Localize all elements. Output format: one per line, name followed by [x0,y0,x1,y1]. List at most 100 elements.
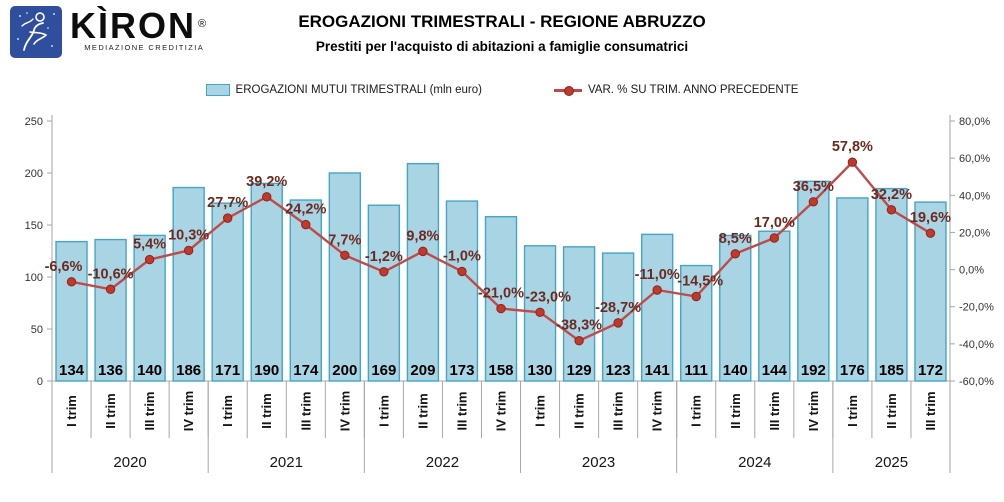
line-point-label: -6,6% [45,259,83,275]
kiron-logo-icon [10,6,62,58]
quarter-label: III trim [142,391,157,430]
bar [406,162,440,382]
bar-value-label: 111 [685,362,708,379]
bar [94,238,127,382]
bar-value-label: 186 [176,362,201,379]
quarter-label: III trim [767,391,782,430]
line-marker [496,303,506,314]
bar-value-label: 140 [137,362,162,379]
line-marker [847,157,858,167]
quarter-label: I trim [220,395,235,427]
right-axis-tick-label: -20,0% [959,302,994,314]
bar-value-label: 173 [449,362,474,379]
bar [640,233,674,382]
bar-value-label: 136 [98,362,123,379]
line-marker [652,285,662,295]
line-series-swatch-icon [553,86,582,96]
bar-value-label: 174 [293,362,319,379]
chart-legend: EROGAZIONI MUTUI TRIMESTRALI (mln euro) … [0,84,1004,96]
bar [601,252,635,382]
quarter-label: I trim [64,395,79,427]
quarter-label: II trim [259,393,274,428]
bar-value-label: 190 [254,362,279,379]
bar-value-label: 185 [879,362,904,379]
line-point-label: 24,2% [285,202,326,218]
quarter-label: IV trim [806,391,821,431]
year-label: 2022 [426,454,459,471]
bar [445,200,479,382]
bar-value-label: 171 [215,362,240,379]
bar [55,240,88,382]
bar [367,204,401,382]
legend-line-label: VAR. % SU TRIM. ANNO PRECEDENTE [587,84,799,96]
bar [875,187,908,382]
kiron-logo: KÌRON ® MEDIAZIONE CREDITIZIA [10,6,206,58]
line-marker [613,318,623,328]
line-marker [457,266,467,277]
bar [289,199,322,382]
quarter-label: III trim [923,391,938,430]
bar-value-label: 130 [528,362,553,379]
line-marker [301,219,311,230]
bar-series-swatch-icon [205,84,230,96]
quarter-label: IV trim [650,391,665,431]
quarter-label: I trim [376,395,391,427]
line-marker [769,233,780,243]
quarter-label: III trim [611,391,626,430]
bar [211,202,244,382]
line-point-label: -38,3% [556,318,602,334]
quarter-label: I trim [689,395,704,427]
line-point-label: 17,0% [754,215,795,231]
bar-value-label: 158 [488,362,513,379]
left-axis-tick-label: 200 [25,168,43,180]
line-marker [418,246,428,257]
line-point-label: 7,7% [328,232,361,248]
quarter-label: II trim [103,393,118,428]
line-point-label: -10,6% [88,266,134,282]
bar-value-label: 169 [371,362,396,379]
right-axis-tick-label: 0,0% [959,265,984,277]
bar-value-label: 141 [645,362,670,379]
line-point-label: -28,7% [595,300,641,316]
year-label: 2024 [738,454,771,471]
quarter-label: IV trim [181,391,196,431]
legend-item-line: VAR. % SU TRIM. ANNO PRECEDENTE [553,84,799,96]
bar [719,234,752,382]
bar-value-label: 192 [801,362,826,379]
bar [797,180,830,382]
right-axis-tick-label: -40,0% [959,339,994,351]
bar-value-label: 129 [567,362,592,379]
brand-name: KÌRON ® [70,5,209,46]
right-axis-tick-label: 80,0% [959,116,990,128]
quarter-label: I trim [533,395,548,427]
legend-bars-label: EROGAZIONI MUTUI TRIMESTRALI (mln euro) [235,84,482,96]
line-point-label: -1,2% [365,249,403,265]
line-marker [340,250,350,260]
quarter-label: IV trim [494,391,509,431]
line-marker [144,254,155,265]
line-marker [262,192,272,202]
line-marker [925,228,936,238]
right-axis-tick-label: 40,0% [959,190,990,202]
left-axis-tick-label: 150 [25,220,43,232]
line-point-label: 5,4% [133,237,166,253]
line-point-label: 8,5% [719,231,752,247]
line-marker [808,197,819,207]
line-point-label: 36,5% [793,179,834,195]
line-marker [535,307,545,317]
line-point-label: 57,8% [832,139,873,155]
quarter-label: III trim [298,391,313,430]
quarter-label: III trim [454,391,469,430]
line-marker [574,336,584,346]
line-marker [183,245,194,256]
line-point-label: -21,0% [478,286,524,302]
line-point-label: -14,5% [677,274,723,290]
brand-tagline: MEDIAZIONE CREDITIZIA [84,43,205,52]
right-axis-tick-label: 60,0% [959,153,990,165]
quarter-label: II trim [415,393,430,428]
bar [328,172,362,382]
right-axis-tick-label: -60,0% [959,376,994,388]
line-point-label: 39,2% [246,174,287,190]
legend-item-bars: EROGAZIONI MUTUI TRIMESTRALI (mln euro) [205,84,482,96]
combo-chart: 0 50 100 150 200 250 -60,0% -40,0% -20,0% 0,0% 20,… [25,115,994,473]
